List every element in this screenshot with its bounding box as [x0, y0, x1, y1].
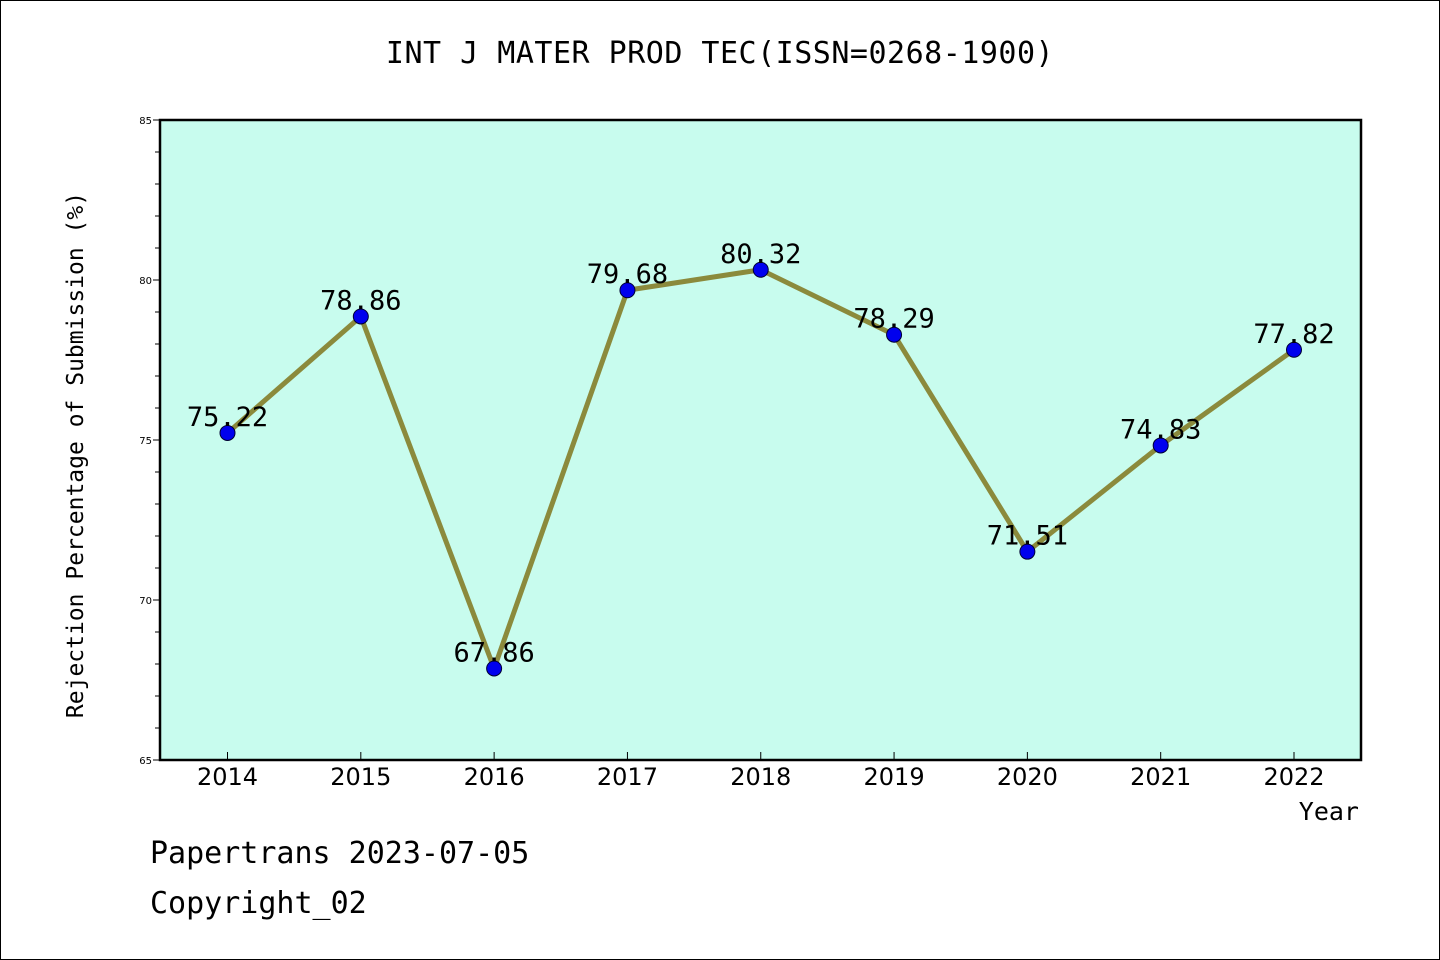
x-tick-label: 2020: [997, 763, 1058, 791]
x-tick-label: 2015: [330, 763, 391, 791]
data-point: [219, 424, 236, 441]
x-axis: 2014 2015 2016 2017 2018 2019 2020 2021 2022: [197, 752, 1325, 791]
data-point: [619, 282, 636, 299]
data-point: [886, 326, 903, 343]
data-label: 79.68: [587, 259, 668, 290]
data-label: 75.22: [187, 402, 268, 433]
data-point: [1286, 341, 1302, 358]
data-label: 78.29: [853, 304, 934, 335]
series-markers: [219, 261, 1302, 677]
footer-source: Papertrans 2023-07-05: [150, 836, 530, 871]
x-tick-label: 2022: [1263, 763, 1324, 791]
data-point: [352, 308, 369, 325]
x-tick-label: 2017: [597, 763, 658, 791]
y-axis-label: Rejection Percentage of Submission (%): [63, 192, 89, 718]
data-point: [752, 261, 769, 278]
x-axis-label: Year: [1299, 797, 1359, 826]
data-label: 77.82: [1253, 319, 1334, 350]
data-point: [1019, 543, 1036, 560]
data-point: [486, 660, 503, 677]
x-tick-label: 2014: [197, 763, 258, 791]
x-tick-label: 2019: [864, 763, 925, 791]
data-label: 78.86: [320, 285, 401, 316]
chart-title: INT J MATER PROD TEC(ISSN=0268-1900): [385, 36, 1055, 71]
data-label: 74.83: [1120, 414, 1201, 445]
y-axis: 65 70 75 80 85: [139, 116, 160, 767]
x-tick-label: 2018: [730, 763, 791, 791]
x-tick-label: 2016: [464, 763, 525, 791]
y-tick-label: 75: [139, 436, 152, 447]
footer-copyright: Copyright_02: [150, 886, 367, 921]
y-tick-label: 80: [139, 276, 152, 287]
y-tick-label: 85: [139, 116, 152, 127]
x-tick-label: 2021: [1130, 763, 1191, 791]
y-tick-label: 65: [139, 756, 152, 767]
data-label: 80.32: [720, 239, 801, 270]
y-tick-label: 70: [139, 596, 152, 607]
data-point: [1152, 437, 1169, 454]
data-label: 67.86: [453, 637, 534, 668]
data-labels: 75.22 78.86 67.86 79.68 80.32 78.29 71.51 74.83…: [187, 239, 1335, 669]
data-label: 71.51: [987, 521, 1068, 552]
